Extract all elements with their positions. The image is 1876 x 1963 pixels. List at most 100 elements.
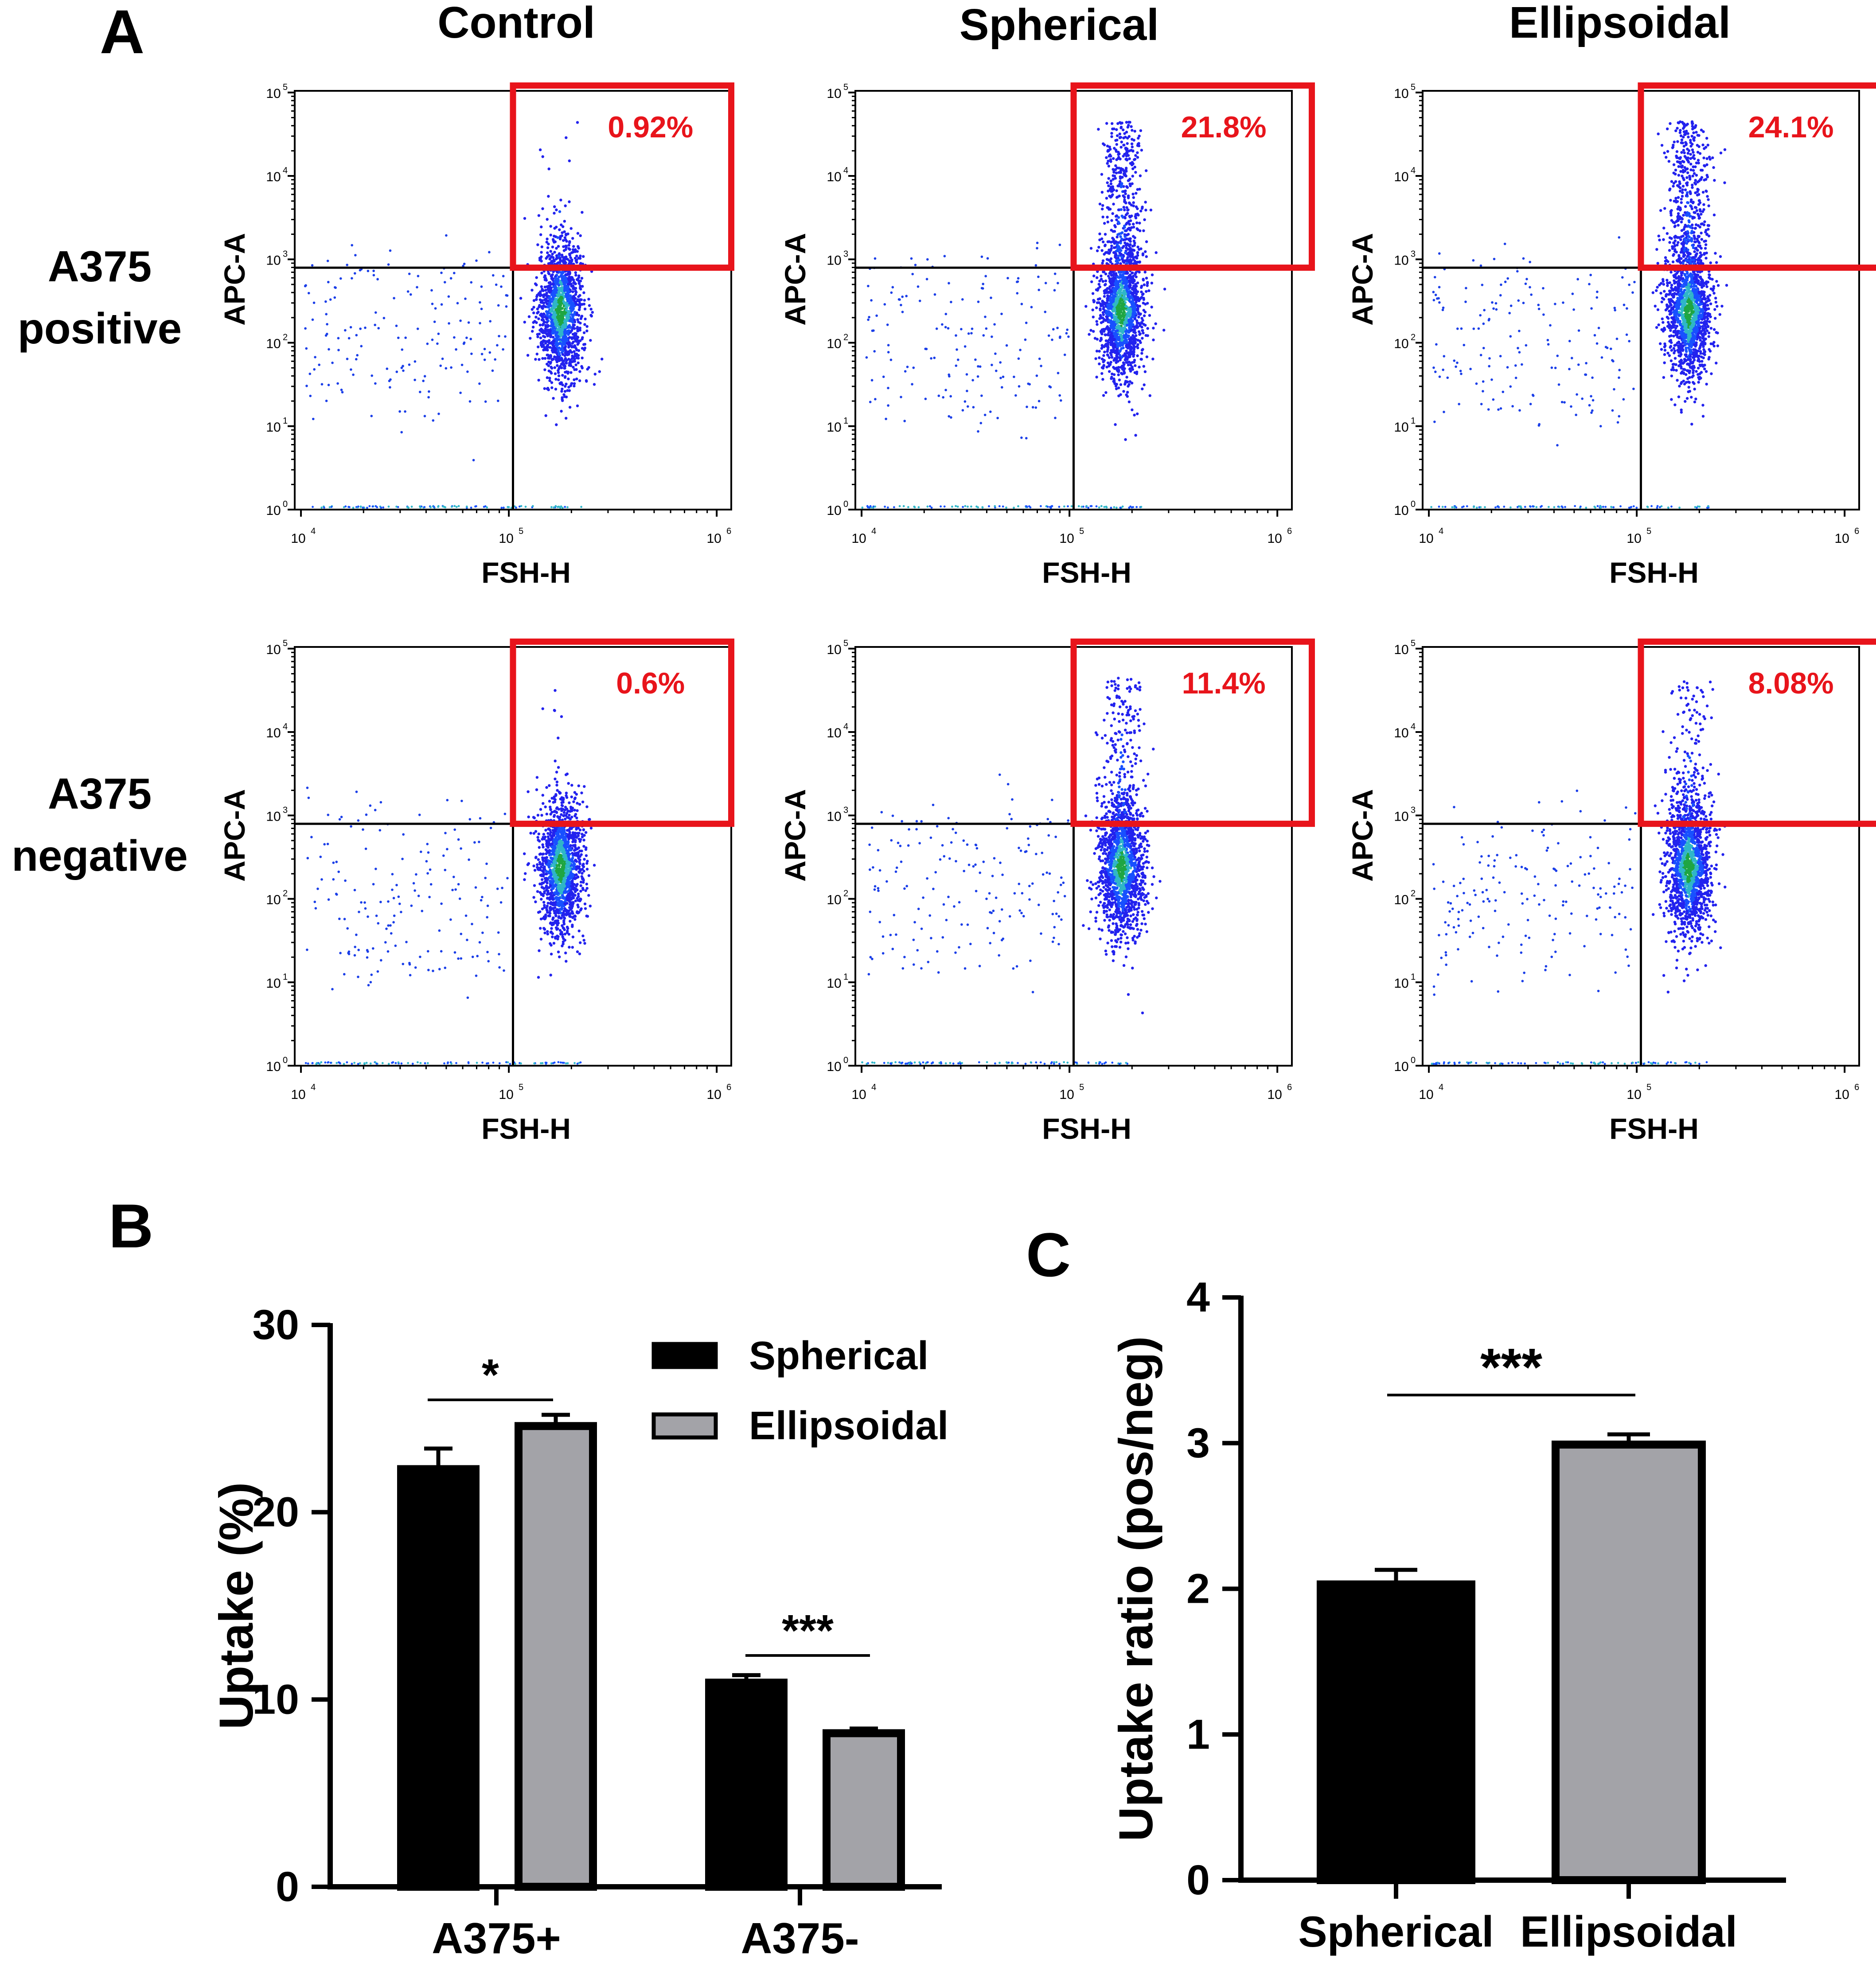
- event-dot: [961, 409, 964, 412]
- event-dot: [1122, 296, 1125, 299]
- event-dot: [558, 297, 561, 301]
- event-dot: [1133, 336, 1136, 339]
- event-dot: [900, 396, 902, 398]
- event-dot: [1135, 297, 1139, 300]
- event-dot: [1690, 423, 1693, 426]
- event-dot: [535, 298, 538, 301]
- event-dot: [1092, 274, 1096, 277]
- event-dot: [573, 332, 577, 335]
- event-dot: [561, 255, 564, 258]
- event-dot: [1706, 295, 1709, 298]
- event-dot: [900, 304, 902, 307]
- event-dot: [371, 374, 373, 377]
- y-tick-label: 10: [827, 86, 841, 101]
- event-dot: [1117, 366, 1120, 369]
- event-dot: [1127, 124, 1130, 127]
- event-dot: [556, 236, 559, 239]
- event-dot: [374, 311, 377, 314]
- event-dot: [552, 306, 555, 309]
- event-dot: [1092, 300, 1096, 304]
- event-dot: [913, 506, 916, 509]
- event-dot: [1126, 142, 1129, 145]
- event-dot: [532, 299, 536, 302]
- event-dot: [515, 506, 517, 509]
- event-dot: [531, 505, 534, 507]
- event-dot: [1129, 307, 1132, 311]
- event-dot: [364, 326, 367, 329]
- event-dot: [1670, 368, 1673, 371]
- event-dot: [505, 305, 508, 308]
- event-dot: [912, 366, 915, 369]
- event-dot: [1720, 304, 1724, 308]
- event-dot: [1113, 506, 1115, 508]
- event-dot: [561, 383, 564, 386]
- event-dot: [1127, 194, 1130, 198]
- event-dot: [551, 296, 554, 300]
- event-dot: [1134, 154, 1137, 157]
- event-dot: [955, 334, 957, 337]
- event-dot: [1135, 192, 1138, 195]
- event-dot: [344, 329, 347, 332]
- event-dot: [999, 361, 1002, 364]
- event-dot: [1673, 349, 1677, 352]
- event-dot: [1103, 345, 1106, 348]
- event-dot: [1114, 168, 1117, 171]
- event-dot: [944, 326, 947, 329]
- event-dot: [551, 347, 554, 350]
- event-dot: [569, 384, 573, 387]
- event-dot: [554, 372, 557, 375]
- event-dot: [1107, 177, 1110, 180]
- event-dot: [1111, 372, 1114, 376]
- event-dot: [1703, 240, 1706, 243]
- event-dot: [1131, 292, 1135, 296]
- event-dot: [1136, 245, 1139, 249]
- event-dot: [943, 255, 946, 257]
- event-dot: [563, 312, 567, 315]
- event-dot: [553, 251, 556, 254]
- event-dot: [893, 506, 895, 509]
- event-dot: [535, 276, 538, 279]
- event-dot: [901, 311, 904, 313]
- event-dot: [1095, 320, 1098, 323]
- event-dot: [1685, 373, 1688, 376]
- event-dot: [1139, 129, 1143, 132]
- event-dot: [1687, 346, 1690, 350]
- event-dot: [429, 506, 432, 509]
- event-dot: [417, 275, 420, 277]
- event-dot: [1107, 291, 1110, 294]
- event-dot: [549, 346, 552, 349]
- event-dot: [456, 302, 459, 304]
- event-dot: [887, 344, 890, 347]
- event-dot: [549, 234, 552, 237]
- event-dot: [1143, 370, 1147, 373]
- event-dot: [564, 261, 567, 265]
- event-dot: [372, 274, 375, 277]
- event-dot: [1100, 249, 1104, 252]
- event-dot: [1116, 347, 1119, 351]
- event-dot: [546, 218, 549, 221]
- event-dot: [328, 506, 331, 508]
- event-dot: [574, 289, 577, 292]
- event-dot: [903, 420, 906, 422]
- event-dot: [579, 321, 582, 325]
- event-dot: [312, 417, 315, 421]
- event-dot: [562, 393, 566, 396]
- event-dot: [406, 506, 409, 508]
- event-dot: [567, 330, 570, 333]
- event-dot: [891, 286, 894, 288]
- event-dot: [578, 304, 581, 307]
- event-dot: [1134, 434, 1137, 437]
- event-dot: [1116, 246, 1119, 249]
- event-dot: [1150, 281, 1154, 284]
- axis-ticks: 10 4 10 5 10 610 010 110 210 310 410 5: [266, 82, 731, 546]
- event-dot: [567, 377, 570, 381]
- event-dot: [1047, 334, 1050, 337]
- event-dot: [1109, 249, 1112, 252]
- event-dot: [1108, 207, 1112, 211]
- event-dot: [1701, 404, 1704, 407]
- event-dot: [356, 354, 359, 357]
- y-tick-label: 10: [266, 503, 281, 518]
- event-dot: [572, 324, 575, 327]
- event-dot: [355, 358, 358, 361]
- event-dot: [1044, 311, 1047, 313]
